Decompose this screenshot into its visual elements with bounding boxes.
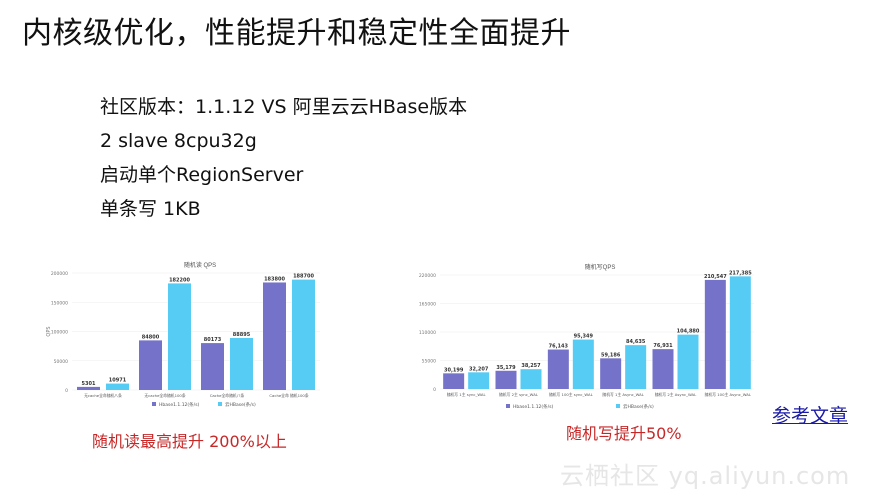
legend-label: Hbase1.1.12(条/s) xyxy=(513,403,554,410)
data-label: 10971 xyxy=(109,378,127,384)
data-label: 95,349 xyxy=(574,334,594,340)
data-label: 84800 xyxy=(142,334,160,340)
data-label: 38,257 xyxy=(521,363,541,369)
legend-label: 云HBase(条/s) xyxy=(623,403,654,410)
legend-swatch xyxy=(152,402,156,406)
data-label: 183800 xyxy=(264,276,285,282)
bar xyxy=(495,370,517,389)
bar xyxy=(292,279,315,390)
slide-title: 内核级优化，性能提升和稳定性全面提升 xyxy=(22,16,571,51)
spec-list: 社区版本：1.1.12 VS 阿里云云HBase版本 2 slave 8cpu3… xyxy=(100,90,467,226)
data-label: 30,199 xyxy=(444,367,464,373)
bar xyxy=(600,358,622,389)
x-tick-label: 随机写 1主 Async_WAL xyxy=(602,392,644,397)
bar xyxy=(106,383,129,390)
write-qps-chart: 随机写QPS 0 55000 110000 165000 220000 30,199 32,2… xyxy=(419,263,754,410)
data-label: 32,207 xyxy=(469,366,489,372)
x-tick-label: Cache全命随机八条 xyxy=(210,393,245,398)
y-tick-label: 0 xyxy=(65,388,68,394)
bar xyxy=(263,282,286,390)
spec-item: 社区版本：1.1.12 VS 阿里云云HBase版本 xyxy=(100,96,468,118)
bar xyxy=(652,349,674,389)
bar xyxy=(230,337,253,390)
legend-label: Hbase1.1.12(条/s) xyxy=(159,401,200,408)
data-label: 84,635 xyxy=(626,339,646,345)
data-label: 80173 xyxy=(204,337,222,343)
bar xyxy=(677,334,699,389)
y-tick-label: 220000 xyxy=(419,273,436,279)
y-tick-label: 50000 xyxy=(54,359,68,365)
read-qps-chart: 随机读 QPS QPS 0 50000 100000 150000 200000 5301 10… xyxy=(46,261,320,408)
bar xyxy=(139,340,162,390)
bar xyxy=(547,349,569,389)
data-label: 210,547 xyxy=(704,274,727,280)
legend-label: 云HBase(条/s) xyxy=(225,401,256,408)
chart-title: 随机读 QPS xyxy=(184,261,216,269)
bar xyxy=(520,369,542,389)
bar xyxy=(704,279,726,389)
data-label: 217,385 xyxy=(729,270,752,276)
x-tick-label: 无cache全命随机八条 xyxy=(84,393,122,398)
legend-swatch xyxy=(616,404,620,408)
data-label: 76,931 xyxy=(653,343,673,349)
y-tick-label: 165000 xyxy=(419,302,436,308)
data-label: 59,186 xyxy=(601,352,621,358)
data-label: 104,880 xyxy=(677,329,700,335)
data-label: 182200 xyxy=(169,277,190,283)
data-label: 5301 xyxy=(82,381,96,387)
y-tick-label: 0 xyxy=(433,387,436,393)
data-label: 188700 xyxy=(293,274,314,280)
y-tick-label: 100000 xyxy=(51,330,68,336)
bar xyxy=(77,386,100,390)
bar xyxy=(201,343,224,390)
x-tick-label: 随机写 2主 Async_WAL xyxy=(655,392,697,397)
bar xyxy=(443,373,465,389)
chart-title: 随机写QPS xyxy=(585,263,616,271)
data-label: 35,179 xyxy=(496,365,516,371)
x-tick-label: 随机写 100主 sync_WAL xyxy=(549,392,594,397)
y-tick-label: 150000 xyxy=(51,300,68,306)
legend-swatch xyxy=(218,402,222,406)
reference-article-link[interactable]: 参考文章 xyxy=(772,405,849,427)
x-tick-label: 随机写 2主 sync_WAL xyxy=(499,392,539,397)
x-tick-label: 随机写 1主 sync_WAL xyxy=(447,392,487,397)
read-improvement-caption: 随机读最高提升 200%以上 xyxy=(92,432,287,451)
y-tick-label: 200000 xyxy=(51,271,68,277)
legend-swatch xyxy=(506,404,510,408)
y-tick-label: 55000 xyxy=(422,359,436,365)
y-axis-label: QPS xyxy=(46,326,52,336)
spec-item: 2 slave 8cpu32g xyxy=(100,130,257,152)
write-improvement-caption: 随机写提升50% xyxy=(566,424,682,443)
spec-item: 启动单个RegionServer xyxy=(100,164,304,186)
spec-item: 单条写 1KB xyxy=(100,198,201,220)
bar xyxy=(468,372,490,389)
data-label: 88895 xyxy=(233,332,251,338)
data-label: 76,143 xyxy=(549,344,569,350)
x-tick-label: Cache全命 随机100条 xyxy=(269,393,308,398)
x-tick-label: 无cache全命随机100条 xyxy=(144,393,185,398)
site-watermark: 云栖社区 yq.aliyun.com xyxy=(560,462,851,490)
bar xyxy=(625,345,647,389)
y-tick-label: 110000 xyxy=(419,330,436,336)
bar xyxy=(729,276,751,389)
bar xyxy=(168,283,191,390)
x-tick-label: 随机写 100主 Async_WAL xyxy=(705,392,752,397)
bar xyxy=(572,339,594,389)
